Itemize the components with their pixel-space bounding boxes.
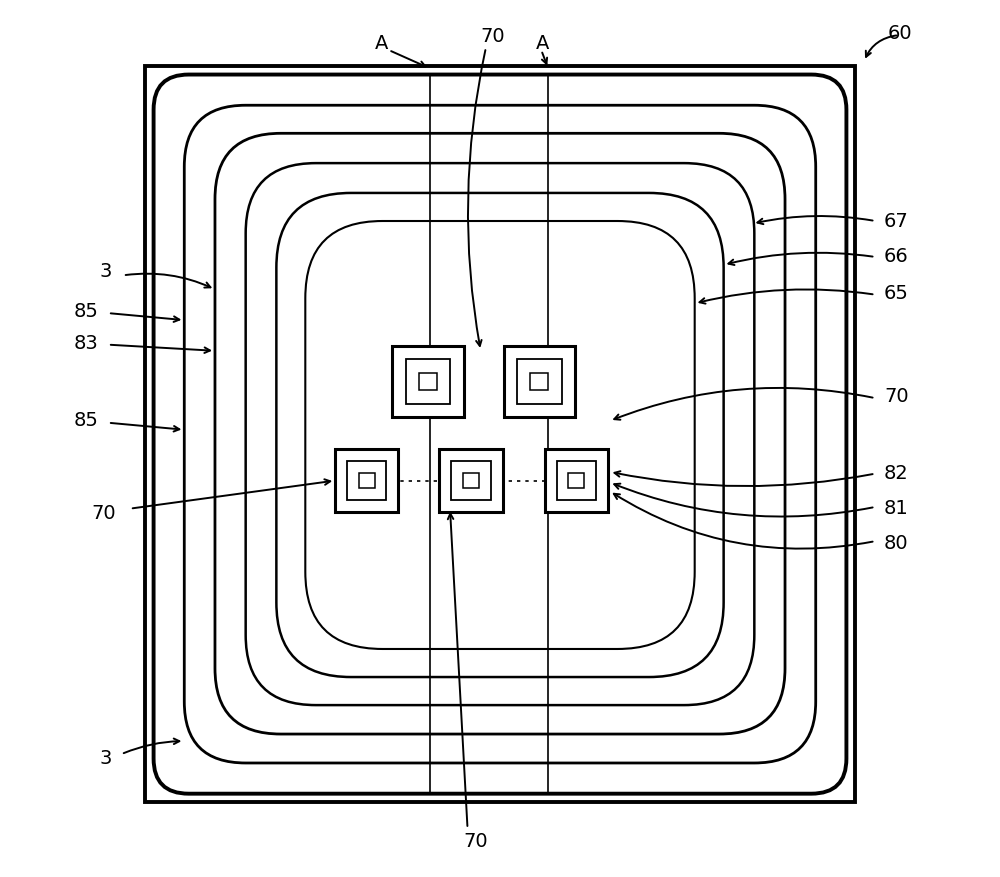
Bar [335,449,398,512]
Text: 67: 67 [884,211,909,231]
Text: 60: 60 [888,24,912,43]
Text: 81: 81 [884,499,909,518]
Text: 70: 70 [884,387,909,406]
Text: 70: 70 [91,503,116,523]
Text: 66: 66 [884,247,909,267]
FancyBboxPatch shape [154,75,846,794]
FancyBboxPatch shape [246,163,754,705]
Bar [530,373,548,390]
FancyBboxPatch shape [184,105,816,763]
Bar [451,461,491,500]
Bar [504,346,575,417]
Bar [463,473,479,488]
Bar [406,360,450,403]
Bar [439,449,503,512]
Bar [419,373,437,390]
Text: 3: 3 [99,262,112,282]
Bar [347,461,386,500]
Text: A: A [535,34,549,53]
Text: 70: 70 [463,832,488,852]
Bar [545,449,608,512]
Text: 80: 80 [884,534,909,553]
Bar [145,66,855,802]
Text: A: A [375,34,388,53]
FancyBboxPatch shape [276,193,724,677]
Bar [359,473,375,488]
Text: 70: 70 [481,27,505,46]
Bar [568,473,584,488]
Text: 82: 82 [884,464,909,483]
Text: 85: 85 [74,411,98,431]
Text: 3: 3 [99,749,112,768]
Bar [392,346,464,417]
Bar [557,461,596,500]
Bar [517,360,562,403]
Text: 65: 65 [884,284,909,303]
Text: 85: 85 [74,302,98,321]
Text: 83: 83 [74,334,98,353]
FancyBboxPatch shape [305,221,695,649]
FancyBboxPatch shape [215,133,785,734]
